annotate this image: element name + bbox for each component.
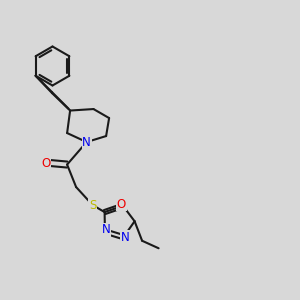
Text: N: N [102,224,111,236]
Text: S: S [89,199,96,212]
Text: N: N [82,136,91,148]
Text: O: O [117,198,126,211]
Text: O: O [41,157,51,169]
Text: N: N [121,231,129,244]
